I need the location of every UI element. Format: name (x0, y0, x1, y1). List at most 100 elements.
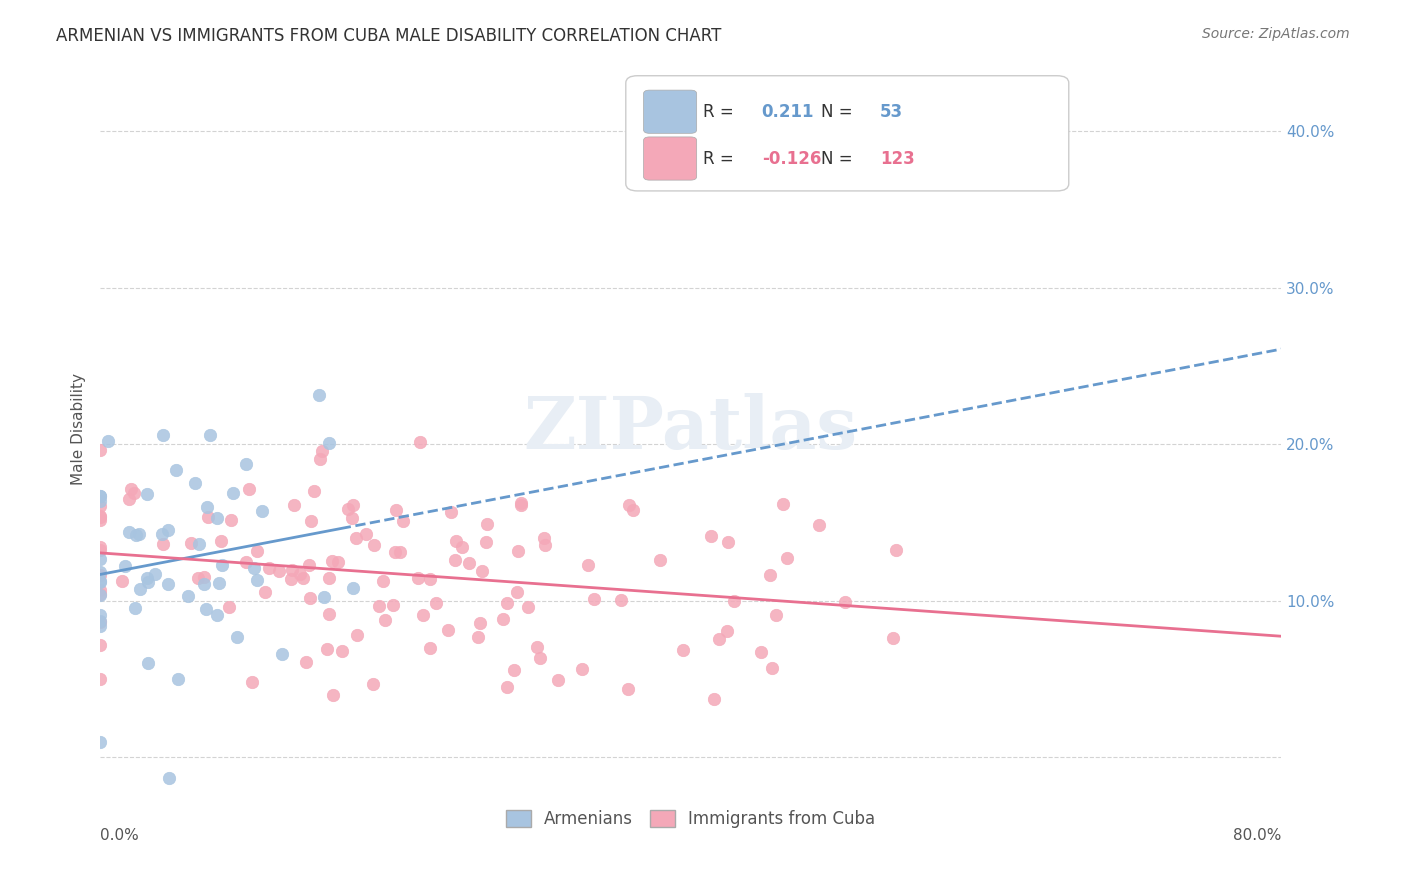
Point (471, 564, 494, 578)
Text: 123: 123 (880, 150, 914, 168)
Point (89, 568, 111, 582)
Point (342, 581, 364, 595)
Point (340, 510, 363, 524)
Point (408, 435, 430, 450)
Point (477, 516, 499, 531)
Point (425, 597, 447, 611)
Point (219, 513, 242, 527)
Point (619, 498, 641, 512)
Text: 53: 53 (880, 103, 903, 120)
Point (717, 534, 740, 549)
Point (218, 599, 240, 614)
Point (118, 524, 141, 539)
Point (114, 559, 136, 574)
Text: N =: N = (821, 150, 858, 168)
Point (250, 504, 273, 518)
Point (89, 489, 111, 503)
Point (89, 499, 111, 513)
Point (89, 615, 111, 629)
Point (89, 619, 111, 633)
Point (89, 513, 111, 527)
Point (510, 498, 533, 512)
Point (884, 543, 907, 558)
Point (89, 509, 111, 524)
Point (318, 607, 340, 621)
Text: Source: ZipAtlas.com: Source: ZipAtlas.com (1202, 27, 1350, 41)
Point (437, 623, 460, 637)
Y-axis label: Male Disability: Male Disability (72, 373, 86, 484)
Point (187, 571, 209, 585)
Text: ZIPatlas: ZIPatlas (523, 393, 858, 464)
Point (391, 514, 413, 528)
Point (89, 566, 111, 580)
Point (150, 527, 173, 541)
Point (617, 682, 640, 697)
Point (294, 655, 316, 669)
Text: ARMENIAN VS IMMIGRANTS FROM CUBA MALE DISABILITY CORRELATION CHART: ARMENIAN VS IMMIGRANTS FROM CUBA MALE DI… (56, 27, 721, 45)
Point (308, 388, 330, 402)
Point (470, 615, 492, 630)
Point (621, 503, 644, 517)
Point (547, 673, 569, 687)
Point (183, 476, 205, 491)
Point (156, 577, 179, 591)
Text: 80.0%: 80.0% (1233, 828, 1281, 843)
Point (143, 567, 166, 582)
Point (672, 643, 695, 657)
Point (354, 526, 377, 541)
Point (136, 574, 159, 589)
Point (166, 462, 188, 476)
Point (509, 496, 531, 510)
Point (474, 535, 496, 549)
Point (193, 570, 215, 584)
Point (176, 589, 198, 603)
Point (385, 502, 408, 516)
Point (772, 497, 794, 511)
Point (128, 526, 150, 541)
Point (299, 514, 322, 528)
Point (136, 487, 159, 501)
Point (187, 537, 209, 551)
Point (444, 552, 467, 566)
Point (508, 543, 530, 558)
Point (124, 527, 146, 541)
Text: N =: N = (821, 103, 858, 120)
Point (342, 498, 364, 512)
Point (492, 612, 515, 626)
Point (723, 594, 745, 608)
Point (610, 593, 633, 607)
Point (89, 735, 111, 749)
Point (89, 587, 111, 601)
Point (156, 523, 179, 537)
FancyBboxPatch shape (644, 137, 696, 180)
Point (419, 572, 441, 586)
Point (321, 554, 343, 568)
Point (89, 614, 111, 628)
Point (765, 608, 787, 623)
Point (193, 576, 215, 591)
Point (346, 628, 368, 642)
Point (283, 499, 305, 513)
Point (371, 574, 394, 588)
Point (157, 772, 180, 786)
Point (582, 591, 605, 606)
Point (129, 582, 152, 596)
Point (312, 590, 335, 604)
Point (326, 555, 349, 569)
Point (89, 583, 111, 598)
Point (281, 564, 304, 578)
Point (759, 567, 782, 582)
Point (363, 538, 385, 552)
Point (246, 544, 269, 558)
Point (89, 575, 111, 590)
Point (311, 444, 333, 458)
FancyBboxPatch shape (644, 90, 696, 133)
Text: R =: R = (703, 150, 738, 168)
Point (235, 457, 257, 471)
Point (122, 486, 145, 500)
Point (240, 675, 263, 690)
Point (207, 608, 229, 623)
Point (526, 640, 548, 655)
Point (648, 553, 671, 567)
Point (496, 680, 519, 694)
